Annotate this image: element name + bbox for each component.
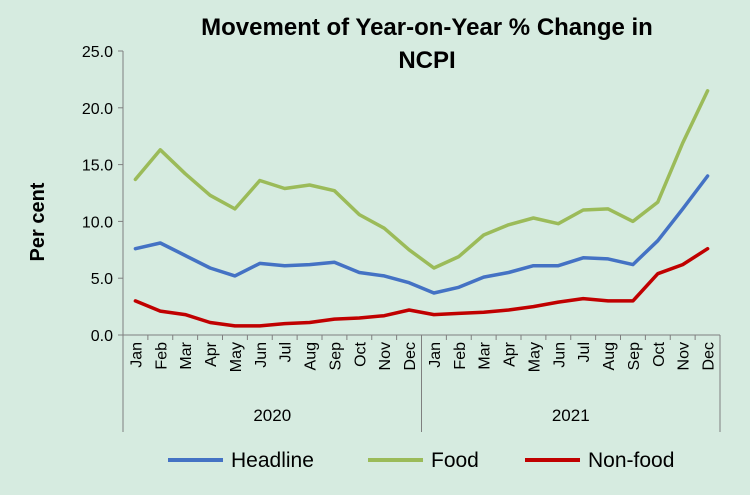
y-tick-label: 15.0 bbox=[82, 158, 113, 175]
y-tick-label: 20.0 bbox=[82, 101, 113, 118]
x-tick-label: Jul bbox=[278, 342, 295, 362]
x-tick-label: Aug bbox=[303, 342, 320, 370]
x-tick-label: Jan bbox=[128, 342, 145, 368]
x-tick-label: Aug bbox=[601, 342, 618, 370]
x-tick-label: Nov bbox=[676, 342, 693, 370]
legend-label: Headline bbox=[231, 449, 314, 472]
x-tick-label: May bbox=[228, 342, 245, 372]
x-tick-label: Mar bbox=[477, 341, 494, 369]
y-tick-label: 10.0 bbox=[82, 214, 113, 231]
legend-label: Food bbox=[431, 449, 479, 472]
chart-title-line-1: Movement of Year-on-Year % Change in bbox=[201, 14, 653, 41]
year-label: 2021 bbox=[552, 406, 590, 425]
legend-label: Non-food bbox=[588, 449, 674, 472]
y-tick-label: 25.0 bbox=[82, 44, 113, 61]
x-tick-label: Dec bbox=[402, 342, 419, 370]
x-tick-label: Sep bbox=[327, 342, 344, 371]
x-tick-label: Feb bbox=[452, 342, 469, 370]
series-line-food bbox=[133, 89, 710, 270]
x-tick-label: Sep bbox=[626, 342, 643, 371]
y-tick-label: 0.0 bbox=[91, 328, 113, 345]
x-tick-label: Oct bbox=[352, 341, 369, 366]
x-tick-label: Jul bbox=[576, 342, 593, 362]
x-tick-label: Oct bbox=[651, 341, 668, 366]
x-tick-label: Apr bbox=[203, 341, 220, 367]
y-axis-label: Per cent bbox=[27, 182, 49, 261]
chart-title-line-2: NCPI bbox=[398, 47, 455, 74]
series-line-headline bbox=[133, 174, 710, 295]
x-tick-label: Feb bbox=[153, 342, 170, 370]
x-tick-label: Jan bbox=[427, 342, 444, 368]
series-line-non-food bbox=[133, 246, 710, 328]
x-tick-label: Apr bbox=[502, 341, 519, 367]
x-tick-label: Jun bbox=[551, 342, 568, 368]
y-tick-label: 5.0 bbox=[91, 271, 113, 288]
x-tick-label: Dec bbox=[701, 342, 718, 370]
x-tick-label: May bbox=[526, 342, 543, 372]
x-tick-label: Jun bbox=[253, 342, 270, 368]
year-label: 2020 bbox=[253, 406, 291, 425]
x-tick-label: Nov bbox=[377, 342, 394, 370]
x-tick-label: Mar bbox=[178, 341, 195, 369]
